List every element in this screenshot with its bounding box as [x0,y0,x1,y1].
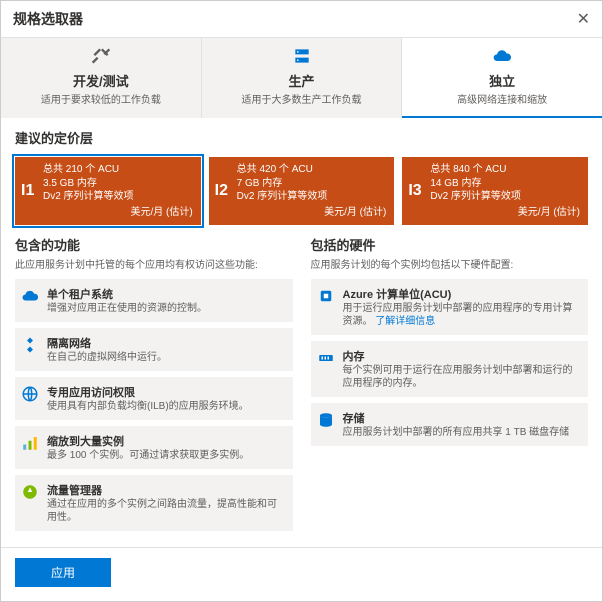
tier-price: 美元/月 (估计) [430,206,580,220]
feature-desc: 在自己的虚拟网络中运行。 [47,351,167,364]
hardware-heading: 包括的硬件 [311,235,589,254]
hardware-desc: 应用服务计划中部署的所有应用共享 1 TB 磁盘存储 [343,426,570,439]
features-sub: 此应用服务计划中托管的每个应用均有权访问这些功能: [15,256,293,271]
feature-desc: 最多 100 个实例。可通过请求获取更多实例。 [47,449,249,462]
tab-sub: 适用于大多数生产工作负载 [206,91,398,106]
tier-specs: 总共 210 个 ACU 3.5 GB 内存 Dv2 序列计算等效项 美元/月 … [43,163,193,219]
tier-i2[interactable]: I2 总共 420 个 ACU 7 GB 内存 Dv2 序列计算等效项 美元/月… [209,157,395,225]
tier-price: 美元/月 (估计) [43,206,193,220]
tier-specs: 总共 420 个 ACU 7 GB 内存 Dv2 序列计算等效项 美元/月 (估… [237,163,387,219]
feature-single-tenant: 单个租户系统 增强对应用正在使用的资源的控制。 [15,279,293,322]
globe-icon [21,385,39,403]
details-columns: 包含的功能 此应用服务计划中托管的每个应用均有权访问这些功能: 单个租户系统 增… [1,235,602,547]
feature-title: 单个租户系统 [47,286,207,302]
tier-code: I3 [408,163,430,219]
server-icon [292,46,312,66]
tier-mem: 3.5 GB 内存 [43,177,193,191]
chip-icon [317,287,335,305]
hardware-title: 存储 [343,410,570,426]
dialog-header: 规格选取器 ✕ [1,1,602,38]
feature-title: 专用应用访问权限 [47,384,249,400]
storage-icon [317,411,335,429]
workload-tabs: 开发/测试 适用于要求较低的工作负载 生产 适用于大多数生产工作负载 独立 高级… [1,38,602,118]
hardware-title: 内存 [343,348,583,364]
tiers-section: 建议的定价层 [1,118,602,157]
tier-compute: Dv2 序列计算等效项 [430,190,580,204]
hardware-storage: 存储 应用服务计划中部署的所有应用共享 1 TB 磁盘存储 [311,403,589,446]
tier-price: 美元/月 (估计) [237,206,387,220]
features-heading: 包含的功能 [15,235,293,254]
hardware-acu: Azure 计算单位(ACU) 用于运行应用服务计划中部署的应用程序的专用计算资… [311,279,589,335]
hardware-column: 包括的硬件 应用服务计划的每个实例均包括以下硬件配置: Azure 计算单位(A… [311,235,589,537]
tier-compute: Dv2 序列计算等效项 [237,190,387,204]
tab-sub: 高级网络连接和缩放 [406,91,598,106]
tier-mem: 14 GB 内存 [430,177,580,191]
tier-compute: Dv2 序列计算等效项 [43,190,193,204]
hardware-desc: 用于运行应用服务计划中部署的应用程序的专用计算资源。 了解详细信息 [343,302,583,328]
feature-scale: 缩放到大量实例 最多 100 个实例。可通过请求获取更多实例。 [15,426,293,469]
memory-icon [317,349,335,367]
network-icon [21,336,39,354]
feature-title: 流量管理器 [47,482,287,498]
tab-isolated[interactable]: 独立 高级网络连接和缩放 [402,38,602,118]
hardware-title: Azure 计算单位(ACU) [343,286,583,302]
feature-private-access: 专用应用访问权限 使用具有内部负载均衡(ILB)的应用服务环境。 [15,377,293,420]
traffic-icon [21,483,39,501]
tiers-heading: 建议的定价层 [15,128,588,147]
tab-title: 生产 [206,71,398,90]
cloud-icon [492,46,512,66]
feature-traffic-manager: 流量管理器 通过在应用的多个实例之间路由流量，提高性能和可用性。 [15,475,293,531]
tier-acu: 总共 420 个 ACU [237,163,387,177]
feature-desc: 通过在应用的多个实例之间路由流量，提高性能和可用性。 [47,498,287,524]
hardware-desc: 每个实例可用于运行在应用服务计划中部署和运行的应用程序的内存。 [343,364,583,390]
feature-title: 隔离网络 [47,335,167,351]
tier-acu: 总共 210 个 ACU [43,163,193,177]
tools-icon [91,46,111,66]
tab-devtest[interactable]: 开发/测试 适用于要求较低的工作负载 [1,38,202,118]
scale-icon [21,434,39,452]
tier-i1[interactable]: I1 总共 210 个 ACU 3.5 GB 内存 Dv2 序列计算等效项 美元… [15,157,201,225]
cloud-lock-icon [21,287,39,305]
pricing-tiers: I1 总共 210 个 ACU 3.5 GB 内存 Dv2 序列计算等效项 美元… [1,157,602,235]
feature-isolated-network: 隔离网络 在自己的虚拟网络中运行。 [15,328,293,371]
features-column: 包含的功能 此应用服务计划中托管的每个应用均有权访问这些功能: 单个租户系统 增… [15,235,293,537]
tier-specs: 总共 840 个 ACU 14 GB 内存 Dv2 序列计算等效项 美元/月 (… [430,163,580,219]
tab-sub: 适用于要求较低的工作负载 [5,91,197,106]
hardware-sub: 应用服务计划的每个实例均包括以下硬件配置: [311,256,589,271]
learn-more-link[interactable]: 了解详细信息 [375,316,435,327]
tab-title: 开发/测试 [5,71,197,90]
spec-picker-dialog: 规格选取器 ✕ 开发/测试 适用于要求较低的工作负载 生产 适用于大多数生产工作… [0,0,603,602]
dialog-title: 规格选取器 [13,9,83,29]
feature-title: 缩放到大量实例 [47,433,249,449]
tier-acu: 总共 840 个 ACU [430,163,580,177]
tier-mem: 7 GB 内存 [237,177,387,191]
close-icon[interactable]: ✕ [577,9,590,29]
tier-i3[interactable]: I3 总共 840 个 ACU 14 GB 内存 Dv2 序列计算等效项 美元/… [402,157,588,225]
feature-desc: 增强对应用正在使用的资源的控制。 [47,302,207,315]
tab-title: 独立 [406,71,598,90]
tab-production[interactable]: 生产 适用于大多数生产工作负载 [202,38,403,118]
apply-button[interactable]: 应用 [15,558,111,587]
tier-code: I1 [21,163,43,219]
dialog-footer: 应用 [1,547,602,601]
hardware-memory: 内存 每个实例可用于运行在应用服务计划中部署和运行的应用程序的内存。 [311,341,589,397]
feature-desc: 使用具有内部负载均衡(ILB)的应用服务环境。 [47,400,249,413]
tier-code: I2 [215,163,237,219]
